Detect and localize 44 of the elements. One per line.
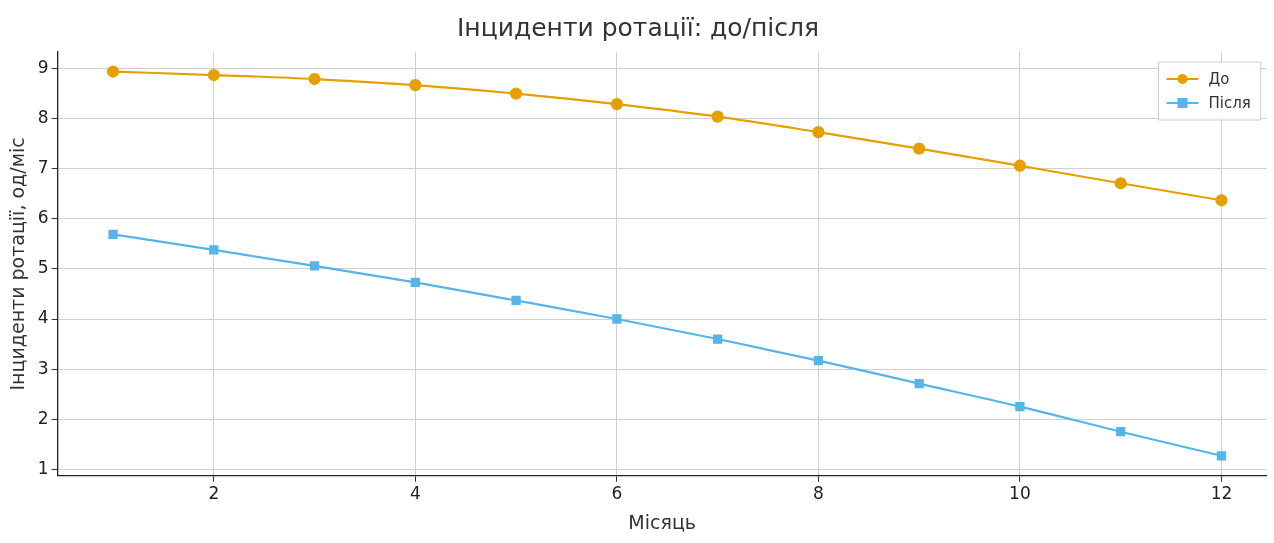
point	[209, 245, 219, 255]
point	[812, 126, 825, 139]
point	[1116, 427, 1126, 437]
x-tick-label: 8	[812, 483, 824, 504]
chart-title: Інциденти ротації: до/після	[456, 12, 820, 42]
y-tick-label: 9	[37, 56, 49, 77]
point	[106, 65, 120, 78]
x-tick-label: 2	[208, 483, 220, 504]
y-tick-label: 6	[37, 207, 49, 228]
point	[1013, 159, 1027, 172]
point	[309, 261, 320, 271]
point	[913, 142, 926, 155]
y-tick-label: 8	[37, 107, 49, 128]
point	[409, 78, 422, 92]
point	[510, 87, 523, 100]
x-tick-label: 6	[611, 483, 623, 504]
point	[1215, 194, 1228, 207]
legend-label: Після	[1208, 93, 1251, 112]
y-tick-label: 7	[37, 157, 49, 178]
point	[511, 295, 521, 306]
point	[108, 229, 118, 239]
point	[711, 110, 724, 123]
point	[308, 72, 321, 86]
y-tick-label: 3	[37, 357, 49, 378]
point	[610, 98, 623, 111]
point	[612, 314, 622, 324]
y-axis-title: Інциденти ротації, од/міс	[6, 137, 29, 391]
point	[712, 334, 723, 344]
y-tick-label: 1	[37, 457, 49, 478]
point	[1015, 402, 1025, 412]
point	[207, 68, 220, 82]
point	[410, 277, 420, 288]
y-tick-label: 2	[37, 407, 49, 428]
x-axis-title: Місяць	[628, 510, 697, 533]
x-tick-label: 4	[409, 483, 421, 504]
y-tick-label: 5	[37, 257, 49, 278]
point	[813, 355, 824, 366]
point	[914, 378, 924, 389]
y-tick-label: 4	[37, 307, 49, 328]
legend-label: До	[1208, 69, 1230, 88]
x-tick-label: 10	[1009, 483, 1031, 504]
point	[1216, 451, 1227, 461]
point	[1114, 177, 1127, 190]
x-tick-label: 12	[1210, 483, 1233, 504]
